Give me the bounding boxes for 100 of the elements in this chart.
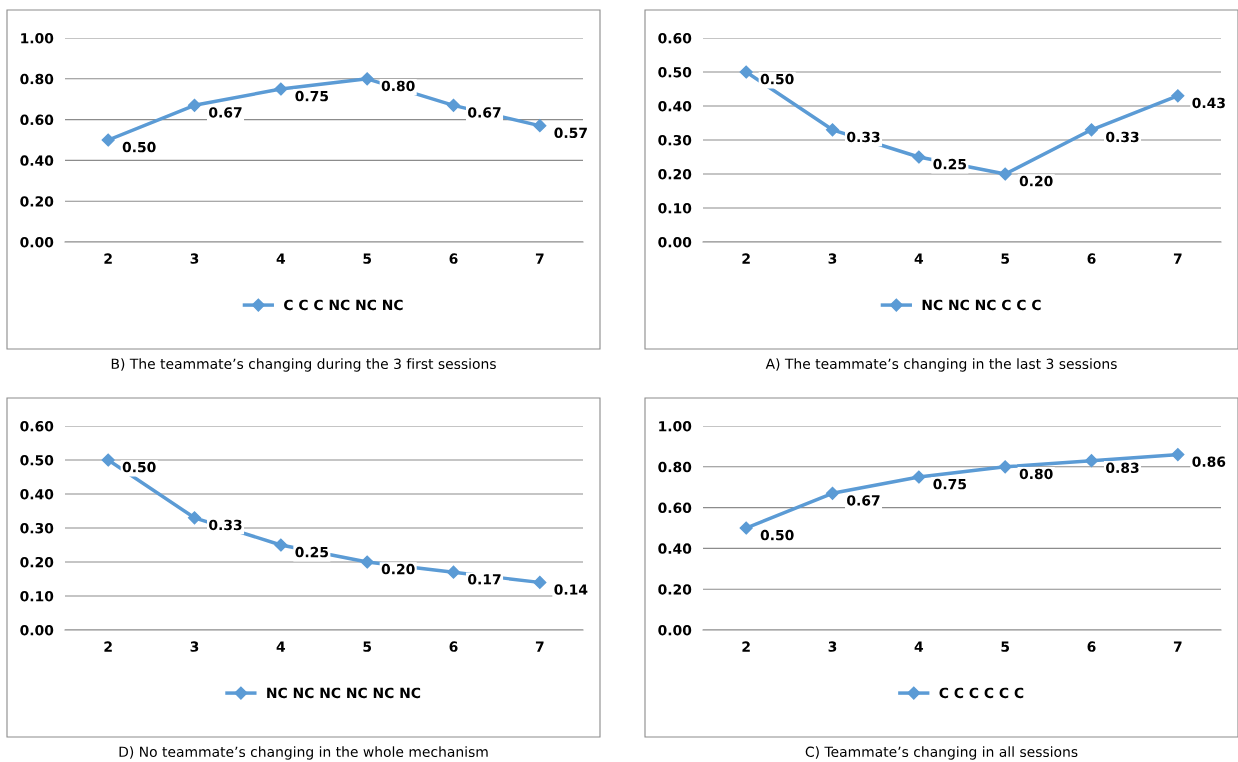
y-tick-label: 0.40 (658, 100, 692, 112)
x-tick-label: 2 (742, 641, 750, 652)
y-tick-label: 0.60 (658, 502, 692, 514)
point (739, 521, 753, 535)
data-label: 0.20 (381, 563, 415, 575)
point (998, 167, 1012, 181)
data-label: 0.50 (760, 73, 794, 85)
x-tick-label: 6 (1087, 641, 1096, 652)
y-tick-label: 0.60 (658, 32, 692, 44)
y-tick-label: 0.30 (20, 522, 54, 534)
y-tick-label: 0.20 (20, 556, 54, 568)
point (101, 453, 115, 467)
x-tick-label: 6 (1087, 253, 1096, 264)
data-label: 0.80 (381, 80, 415, 92)
point (912, 470, 926, 484)
data-label: 0.67 (209, 107, 242, 118)
x-tick-label: 2 (104, 253, 112, 264)
y-tick-label: 0.60 (20, 420, 54, 432)
point (274, 82, 288, 96)
x-tick-label: 5 (363, 641, 372, 652)
text: A) The teammate’s changing in the last 3 sessions (765, 358, 1117, 372)
x-tick-label: 4 (276, 641, 286, 652)
data-label: 0.33 (1106, 131, 1139, 143)
point (739, 65, 753, 79)
text: B) The teammate’s changing during the 3 first sessions (111, 358, 496, 372)
data-label: 0.33 (847, 131, 880, 143)
data-label: 0.25 (933, 158, 967, 170)
y-tick-label: 0.40 (20, 155, 54, 166)
y-tick-label: 0.20 (658, 584, 692, 595)
y-tick-label: 0.00 (658, 236, 692, 248)
x-tick-label: 4 (914, 253, 924, 264)
y-tick-label: 0.40 (20, 488, 54, 500)
text: D) No teammate’s changing in the whole mechanism (119, 746, 488, 760)
point (274, 538, 288, 552)
y-tick-label: 0.10 (20, 590, 54, 602)
data-label: 0.75 (295, 90, 329, 102)
point (446, 565, 461, 579)
data-label: 0.80 (1019, 468, 1053, 480)
legend-label: NC NC NC C C C (922, 299, 1041, 311)
point (101, 133, 115, 147)
y-tick-label: 0.20 (20, 196, 54, 207)
y-tick-label: 0.30 (658, 134, 692, 146)
text: C) Teammate’s changing in all sessions (805, 746, 1078, 760)
x-tick-label: 3 (190, 641, 199, 652)
data-label: 0.43 (1192, 97, 1225, 109)
x-tick-label: 6 (449, 641, 458, 652)
data-label: 0.50 (122, 461, 156, 473)
point (998, 460, 1012, 474)
y-tick-label: 0.00 (20, 236, 54, 248)
y-tick-label: 0.00 (20, 624, 54, 636)
y-tick-label: 0.80 (20, 73, 54, 85)
y-tick-label: 1.00 (21, 32, 54, 44)
x-tick-label: 7 (1173, 641, 1182, 652)
data-label: 0.25 (295, 546, 329, 558)
legend-label: C C C C C C (939, 687, 1024, 699)
x-tick-label: 4 (276, 253, 286, 264)
point (360, 72, 374, 86)
point (187, 98, 202, 112)
x-tick-label: 7 (535, 253, 544, 264)
point (1171, 89, 1185, 103)
legend-label: NC NC NC NC NC NC (267, 687, 421, 699)
point (1171, 447, 1185, 462)
x-tick-label: 3 (190, 253, 199, 264)
x-tick-label: 5 (1001, 253, 1010, 264)
data-label: 0.17 (468, 574, 501, 585)
y-tick-label: 1.00 (659, 420, 692, 432)
data-label: 0.50 (122, 141, 156, 153)
point (1084, 454, 1099, 468)
data-label: 0.67 (847, 495, 880, 506)
data-label: 0.86 (1192, 456, 1226, 467)
legend-label: C C C NC NC NC (284, 299, 403, 311)
x-tick-label: 4 (914, 641, 924, 652)
data-label: 0.20 (1019, 175, 1053, 187)
x-tick-label: 2 (104, 641, 112, 652)
y-tick-label: 0.20 (658, 168, 692, 180)
x-tick-label: 3 (828, 253, 837, 264)
y-tick-label: 0.40 (658, 543, 692, 554)
data-label: 0.33 (209, 519, 242, 531)
x-tick-label: 7 (535, 641, 544, 652)
data-label: 0.50 (760, 529, 794, 541)
point (1084, 123, 1099, 137)
point (912, 150, 926, 164)
data-label: 0.83 (1106, 462, 1139, 474)
data-label: 0.75 (933, 478, 967, 490)
data-label: 0.67 (468, 107, 501, 118)
y-tick-label: 0.50 (658, 66, 692, 78)
point (187, 511, 202, 525)
y-tick-label: 0.10 (658, 202, 692, 214)
x-tick-label: 7 (1173, 253, 1182, 264)
point (446, 98, 461, 112)
point (360, 555, 374, 569)
point (825, 486, 840, 500)
point (825, 123, 840, 137)
y-tick-label: 0.80 (658, 461, 692, 473)
x-tick-label: 6 (449, 253, 458, 264)
x-tick-label: 5 (1001, 641, 1010, 652)
y-tick-label: 0.00 (658, 624, 692, 636)
point (533, 575, 547, 589)
x-tick-label: 5 (363, 253, 372, 264)
x-tick-label: 3 (828, 641, 837, 652)
